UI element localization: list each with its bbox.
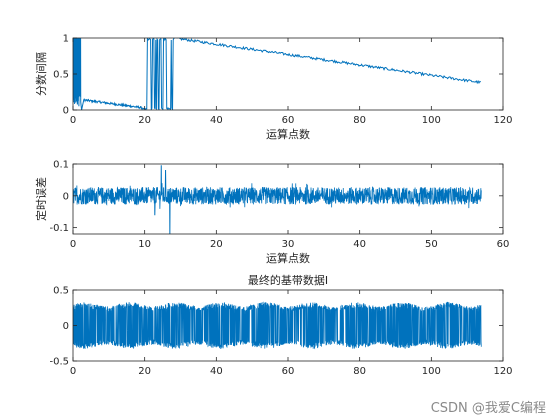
x-axis-label: 运算点数 <box>266 127 310 141</box>
x-tick-label: 100 <box>422 366 441 377</box>
x-tick-label: 50 <box>425 239 438 250</box>
x-tick-label: 30 <box>282 239 295 250</box>
x-tick-label: 20 <box>210 239 223 250</box>
y-tick-label: 0 <box>63 191 69 202</box>
x-tick-label: 40 <box>353 239 366 250</box>
y-tick-label: 1 <box>63 34 69 45</box>
x-tick-label: 60 <box>497 239 510 250</box>
y-tick-label: 0.1 <box>53 160 69 171</box>
x-tick-label: 20 <box>138 366 151 377</box>
x-tick-label: 0 <box>70 239 76 250</box>
x-tick-label: 40 <box>210 366 223 377</box>
y-axis-label: 定时误差 <box>34 177 48 221</box>
x-tick-label: 80 <box>353 366 366 377</box>
series-line <box>73 38 482 110</box>
x-tick-label: 10 <box>138 239 151 250</box>
y-tick-label: 0.5 <box>53 286 69 297</box>
y-tick-label: 0 <box>63 106 69 117</box>
x-tick-label: 20 <box>138 115 151 126</box>
x-tick-label: 120 <box>493 115 512 126</box>
chart-title: 最终的基带数据I <box>248 273 328 287</box>
series-line <box>73 301 482 350</box>
series-line <box>73 165 482 234</box>
subplot-fractional-interval: 0 20 40 60 80 100 120 0 0.5 1 运算点数 分数间隔 <box>35 34 513 142</box>
x-tick-label: 80 <box>353 115 366 126</box>
x-tick-label: 0 <box>70 115 76 126</box>
axes-box <box>72 37 504 111</box>
watermark: CSDN @我爱C编程 <box>430 401 546 416</box>
x-tick-label: 120 <box>493 366 512 377</box>
y-tick-label: 0.5 <box>53 70 69 81</box>
y-tick-label: 0 <box>63 321 69 332</box>
x-tick-label: 100 <box>422 115 441 126</box>
y-tick-label: -0.1 <box>49 223 69 234</box>
y-tick-label: -0.5 <box>49 357 69 368</box>
x-tick-label: 60 <box>282 366 295 377</box>
x-tick-label: 60 <box>282 115 295 126</box>
x-tick-label: 40 <box>210 115 223 126</box>
x-tick-label: 0 <box>70 366 76 377</box>
x-axis-label: 运算点数 <box>266 251 310 265</box>
y-axis-label: 分数间隔 <box>35 52 48 96</box>
